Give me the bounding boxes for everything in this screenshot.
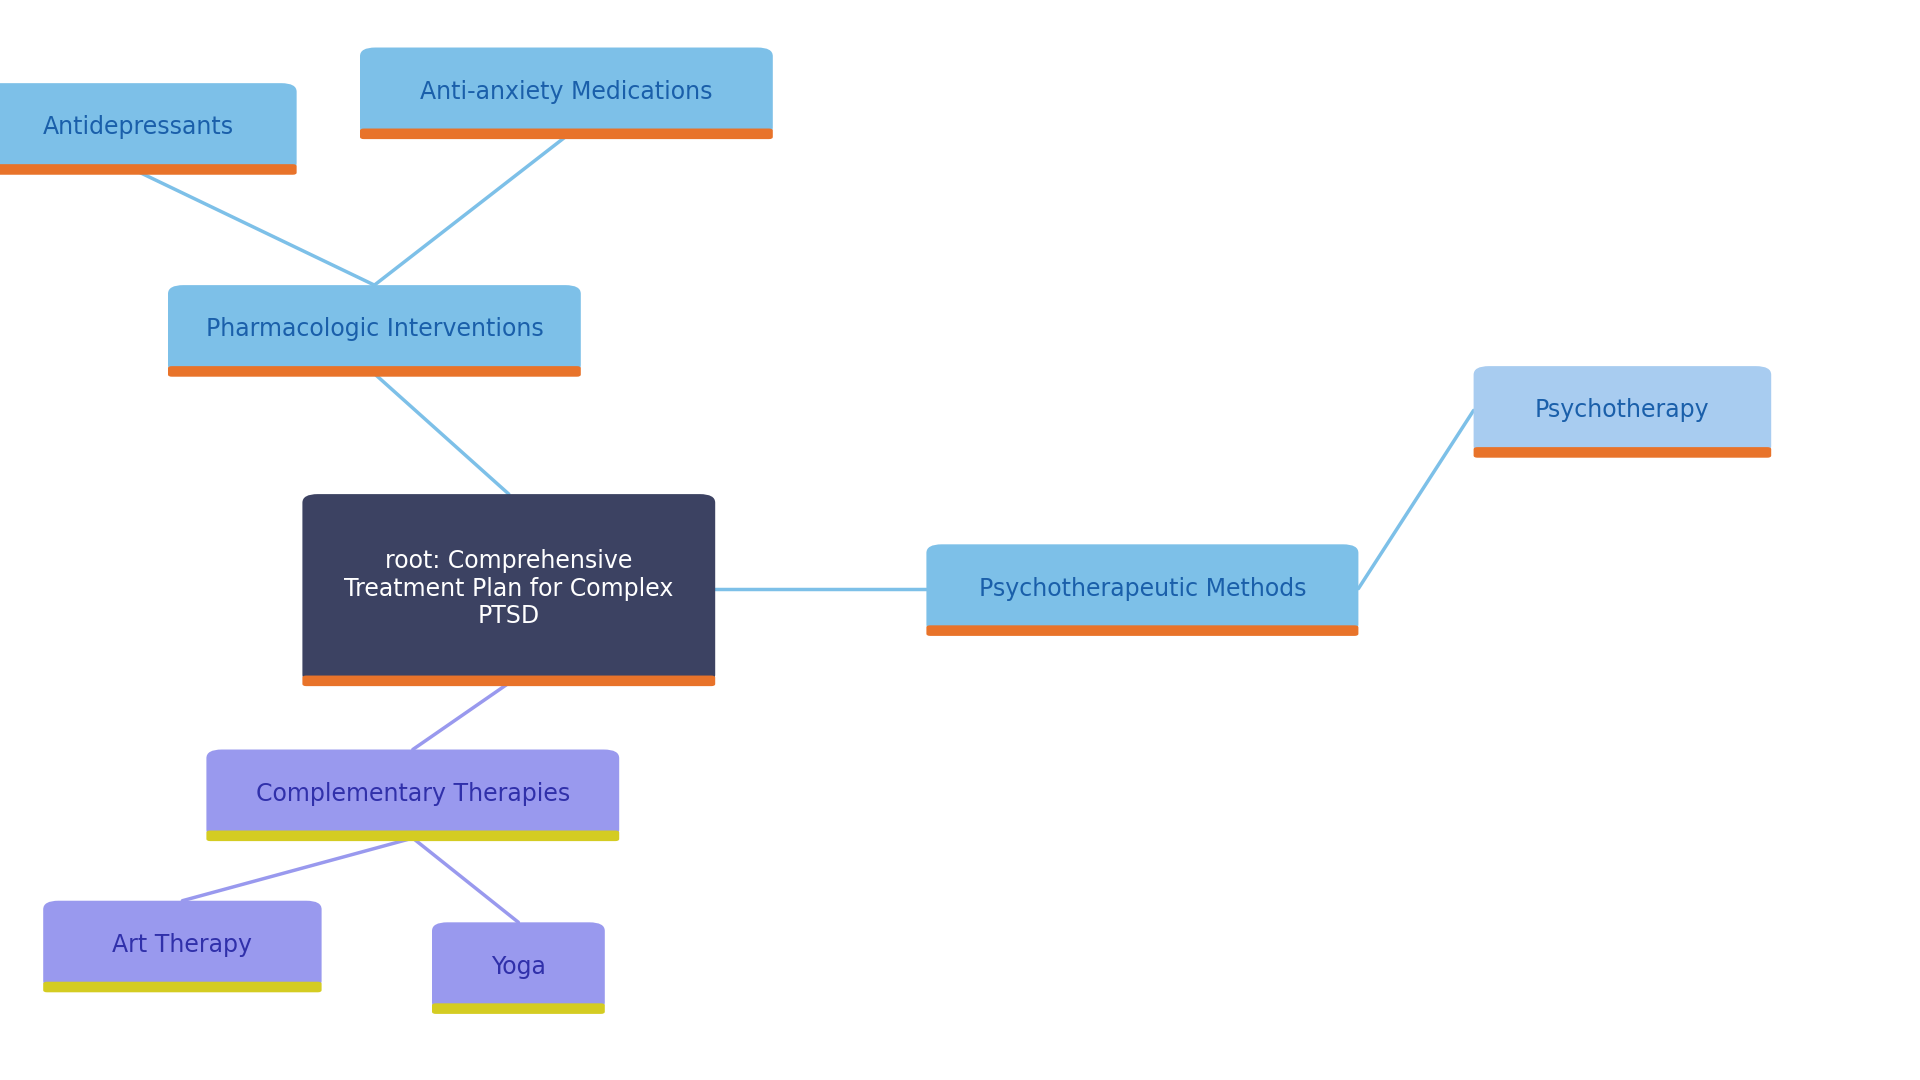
FancyBboxPatch shape <box>925 544 1359 633</box>
Text: Antidepressants: Antidepressants <box>42 116 234 139</box>
FancyBboxPatch shape <box>361 129 772 139</box>
FancyBboxPatch shape <box>207 750 618 838</box>
FancyBboxPatch shape <box>169 366 580 377</box>
Text: Psychotherapeutic Methods: Psychotherapeutic Methods <box>979 577 1306 600</box>
Text: Pharmacologic Interventions: Pharmacologic Interventions <box>205 318 543 341</box>
FancyBboxPatch shape <box>44 901 321 989</box>
FancyBboxPatch shape <box>303 676 714 686</box>
FancyBboxPatch shape <box>361 48 772 136</box>
FancyBboxPatch shape <box>432 1003 605 1014</box>
FancyBboxPatch shape <box>1475 447 1770 458</box>
Text: Psychotherapy: Psychotherapy <box>1536 399 1709 422</box>
Text: root: Comprehensive
Treatment Plan for Complex
PTSD: root: Comprehensive Treatment Plan for C… <box>344 549 674 629</box>
FancyBboxPatch shape <box>303 495 714 684</box>
FancyBboxPatch shape <box>0 164 296 175</box>
Text: Complementary Therapies: Complementary Therapies <box>255 782 570 806</box>
FancyBboxPatch shape <box>925 625 1359 636</box>
FancyBboxPatch shape <box>44 982 321 993</box>
Text: Anti-anxiety Medications: Anti-anxiety Medications <box>420 80 712 104</box>
FancyBboxPatch shape <box>169 285 580 374</box>
FancyBboxPatch shape <box>207 831 618 841</box>
Text: Yoga: Yoga <box>492 955 545 978</box>
FancyBboxPatch shape <box>1475 366 1770 455</box>
FancyBboxPatch shape <box>0 83 296 172</box>
Text: Art Therapy: Art Therapy <box>113 933 252 957</box>
FancyBboxPatch shape <box>432 922 605 1011</box>
